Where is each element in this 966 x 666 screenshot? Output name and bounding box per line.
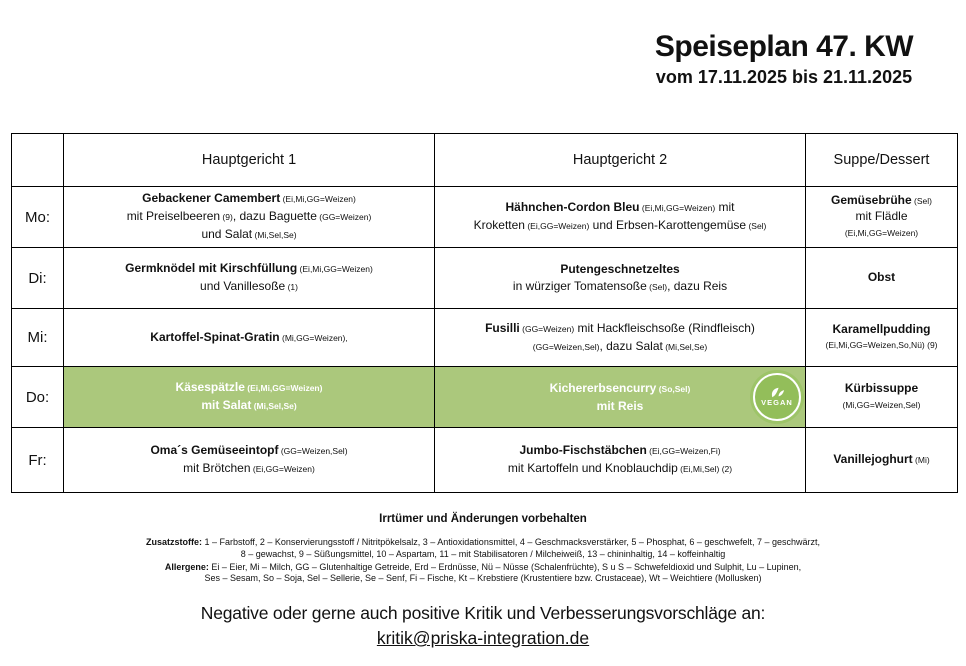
header-day-cell bbox=[11, 133, 64, 187]
leaf-icon bbox=[767, 387, 787, 398]
dish-do-main2-text: Kichererbsencurry (So,Sel) mit Reis bbox=[549, 380, 691, 413]
dish-mo-side: Gemüsebrühe (Sel) mit Flädle (Ei,Mi,GG=Wei… bbox=[805, 186, 958, 248]
title-block: Speiseplan 47. KW vom 17.11.2025 bis 21.… bbox=[614, 30, 954, 88]
dish-mo-main2: Hähnchen-Cordon Bleu (Ei,Mi,GG=Weizen) m… bbox=[434, 186, 806, 248]
day-cell-mi: Mi: bbox=[11, 308, 64, 367]
header-hauptgericht-1: Hauptgericht 1 bbox=[63, 133, 435, 187]
dish-fr-side: Vanillejoghurt (Mi) bbox=[805, 427, 958, 493]
table-row-mo: Mo: Gebackener Camembert (Ei,Mi,GG=Weize… bbox=[11, 186, 958, 248]
dish-mi-main2: Fusilli (GG=Weizen) mit Hackfleischsoße … bbox=[434, 308, 806, 367]
additives-note: Zusatzstoffe: 1 – Farbstoff, 2 – Konserv… bbox=[146, 537, 820, 559]
feedback-text: Negative oder gerne auch positive Kritik… bbox=[200, 603, 766, 623]
footnotes: Zusatzstoffe: 1 – Farbstoff, 2 – Konserv… bbox=[0, 537, 966, 586]
header-row: Hauptgericht 1 Hauptgericht 2 Suppe/Dess… bbox=[11, 133, 958, 187]
dish-mi-side: Karamellpudding (Ei,Mi,GG=Weizen,So,Nü) (… bbox=[805, 308, 958, 367]
header-hauptgericht-2: Hauptgericht 2 bbox=[434, 133, 806, 187]
email-row: kritik@priska-integration.de bbox=[0, 628, 966, 649]
vegan-badge-label: VEGAN bbox=[761, 398, 793, 407]
dish-do-main2: Kichererbsencurry (So,Sel) mit Reis VEGAN bbox=[434, 366, 806, 428]
dish-mi-main1: Kartoffel-Spinat-Gratin (Mi,GG=Weizen), bbox=[63, 308, 435, 367]
dish-fr-main1: Oma´s Gemüseeintopf (GG=Weizen,Sel) mit B… bbox=[63, 427, 435, 493]
day-cell-fr: Fr: bbox=[11, 427, 64, 493]
disclaimer-text: Irrtümer und Änderungen vorbehalten bbox=[379, 513, 587, 525]
day-cell-mo: Mo: bbox=[11, 186, 64, 248]
date-range: vom 17.11.2025 bis 21.11.2025 bbox=[655, 67, 913, 87]
allergens-note: Allergene: Ei – Eier, Mi – Milch, GG – G… bbox=[164, 561, 802, 584]
dish-di-main1: Germknödel mit Kirschfüllung (Ei,Mi,GG=W… bbox=[63, 247, 435, 309]
email-link[interactable]: kritik@priska-integration.de bbox=[376, 628, 590, 648]
menu-table: Hauptgericht 1 Hauptgericht 2 Suppe/Dess… bbox=[11, 133, 958, 493]
table-row-di: Di: Germknödel mit Kirschfüllung (Ei,Mi,… bbox=[11, 247, 958, 309]
dish-do-side: Kürbissuppe (Mi,GG=Weizen,Sel) bbox=[805, 366, 958, 428]
dish-fr-main2: Jumbo-Fischstäbchen (Ei,GG=Weizen,Fi) mit… bbox=[434, 427, 806, 493]
dish-do-main1: Käsespätzle (Ei,Mi,GG=Weizen) mit Salat (… bbox=[63, 366, 435, 428]
day-cell-do: Do: bbox=[11, 366, 64, 428]
table-row-do: Do: Käsespätzle (Ei,Mi,GG=Weizen) mit Sal… bbox=[11, 366, 958, 428]
table-row-mi: Mi: Kartoffel-Spinat-Gratin (Mi,GG=Weize… bbox=[11, 308, 958, 367]
header-suppe-dessert: Suppe/Dessert bbox=[805, 133, 958, 187]
page-title: Speiseplan 47. KW bbox=[654, 30, 914, 63]
table-row-fr: Fr: Oma´s Gemüseeintopf (GG=Weizen,Sel) m… bbox=[11, 427, 958, 493]
dish-mo-main1: Gebackener Camembert (Ei,Mi,GG=Weizen) mi… bbox=[63, 186, 435, 248]
vegan-badge: VEGAN bbox=[753, 373, 801, 421]
dish-di-main2: Putengeschnetzeltes in würziger Tomatenso… bbox=[434, 247, 806, 309]
day-cell-di: Di: bbox=[11, 247, 64, 309]
dish-di-side: Obst bbox=[805, 247, 958, 309]
